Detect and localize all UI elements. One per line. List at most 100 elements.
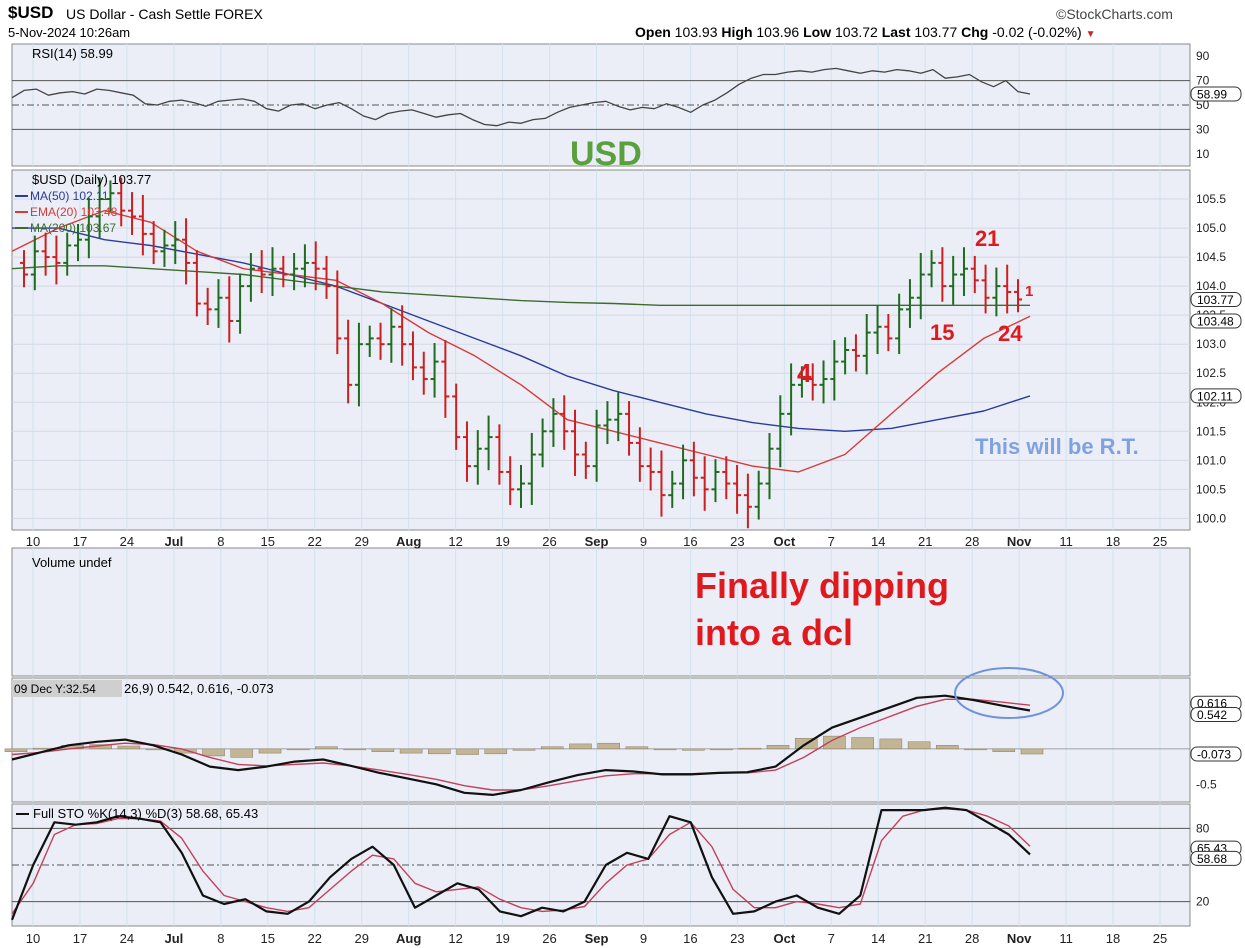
macd-histogram-bar (512, 748, 536, 751)
chg-value: -0.02 (-0.02%) (992, 24, 1082, 40)
quote-bar: Open 103.93 High 103.96 Low 103.72 Last … (635, 24, 1096, 40)
price-tick-label: 102.5 (1196, 366, 1226, 380)
macd-histogram-bar (117, 745, 141, 750)
x-tick-label: 26 (542, 534, 556, 549)
macd-value-tag: 0.542 (1197, 708, 1227, 722)
macd-histogram-bar (625, 746, 649, 750)
macd-histogram-bar (653, 748, 677, 751)
macd-histogram-bar (230, 748, 254, 758)
cycle-label-1: 1 (1025, 283, 1033, 300)
x-tick-label: 29 (354, 534, 368, 549)
x-tick-label: 17 (73, 534, 87, 549)
macd-histogram-bar (1020, 748, 1044, 755)
x-tick-label: 15 (261, 931, 275, 946)
x-tick-label: 8 (217, 931, 224, 946)
x-tick-label: 10 (26, 931, 40, 946)
panel-price (11, 169, 1191, 531)
overlay-ma200 (11, 265, 1030, 306)
sto-k-tag-box (1190, 850, 1242, 866)
rsi-tick-label: 70 (1196, 74, 1210, 88)
x-tick-label: 9 (640, 534, 647, 549)
rsi-legend: RSI(14) 58.99 (32, 46, 113, 61)
ema20-tag: 103.48 (1197, 314, 1234, 328)
price-tick-label: 100.0 (1196, 511, 1226, 525)
price-tick-label: 105.5 (1196, 192, 1226, 206)
rt-annotation: This will be R.T. (975, 434, 1139, 459)
price-tick-label: 103.0 (1196, 337, 1226, 351)
dcl-annotation-line1: Finally dipping (695, 565, 949, 606)
macd-histogram-bar (540, 746, 564, 750)
x-tick-label: 12 (448, 931, 462, 946)
macd-histogram-bar (597, 742, 620, 750)
x-tick-label: Jul (164, 931, 183, 946)
macd-histogram-bar (456, 748, 479, 755)
x-tick-label: 24 (120, 534, 134, 549)
price-tick-label: 101.0 (1196, 453, 1226, 467)
macd-tick-label: -0.5 (1196, 777, 1217, 791)
x-tick-label: 22 (308, 931, 322, 946)
ma50-tag-box (1190, 388, 1242, 404)
chg-label: Chg (961, 24, 989, 40)
volume-legend: Volume undef (32, 555, 112, 570)
overlay-legend: EMA(20) 103.48 (30, 205, 118, 219)
macd-histogram-bar (879, 738, 903, 750)
x-tick-label: 23 (730, 931, 744, 946)
sto-k-line (10, 806, 1031, 921)
x-tick-label: 8 (217, 534, 224, 549)
x-tick-label: 18 (1106, 931, 1120, 946)
x-tick-label: 19 (495, 534, 509, 549)
low-value: 103.72 (835, 24, 878, 40)
x-tick-label: Aug (396, 534, 421, 549)
x-tick-label: Oct (773, 931, 795, 946)
sto-legend: Full STO %K(14,3) %D(3) 58.68, 65.43 (33, 806, 258, 821)
macd-histogram-bar (766, 745, 790, 750)
last-label: Last (881, 24, 911, 40)
rsi-tick-label: 10 (1196, 147, 1210, 161)
price-tick-label: 104.0 (1196, 279, 1226, 293)
cursor-label: 09 Dec Y:32.54 (14, 682, 96, 696)
brand-label: ©StockCharts.com (1056, 6, 1173, 22)
macd-histogram-bar (936, 745, 959, 750)
x-tick-label: 19 (495, 931, 509, 946)
ema20-tag-box (1190, 313, 1242, 329)
cycle-label-21: 21 (975, 226, 999, 251)
macd-histogram-bar (202, 748, 225, 757)
price-tick-label: 104.5 (1196, 250, 1226, 264)
sto-k-tag: 58.68 (1197, 852, 1227, 866)
x-tick-label: Sep (585, 534, 609, 549)
x-tick-label: 29 (354, 931, 368, 946)
rsi-tick-label: 30 (1196, 122, 1210, 136)
macd-histogram-bar (851, 737, 874, 750)
price-tick-label: 100.5 (1196, 482, 1226, 496)
macd-hist-tag: -0.073 (1197, 748, 1231, 762)
x-tick-label: 14 (871, 534, 885, 549)
x-tick-label: 7 (828, 534, 835, 549)
x-tick-label: 21 (918, 534, 932, 549)
x-tick-label: 10 (26, 534, 40, 549)
high-value: 103.96 (756, 24, 800, 40)
cycle-label-4: 4 (797, 358, 812, 388)
x-tick-label: 26 (542, 931, 556, 946)
rsi-tick-label: 90 (1196, 49, 1210, 63)
x-tick-label: 21 (918, 931, 932, 946)
cycle-label-15: 15 (930, 320, 954, 345)
last-price-tag-box (1190, 291, 1242, 307)
x-tick-label: Nov (1007, 931, 1032, 946)
open-label: Open (635, 24, 671, 40)
rsi-line (11, 67, 1031, 127)
macd-circle-annotation (954, 667, 1064, 719)
macd-histogram-bar (569, 743, 592, 750)
usd-annotation: USD (570, 135, 642, 173)
x-tick-label: 16 (683, 534, 697, 549)
macd-histogram-bar (682, 748, 705, 751)
x-tick-label: 9 (640, 931, 647, 946)
price-tick-label: 105.0 (1196, 221, 1226, 235)
x-tick-label: 18 (1106, 534, 1120, 549)
x-tick-label: Jul (164, 534, 183, 549)
x-tick-label: 11 (1059, 534, 1073, 549)
sto-tick-label: 20 (1196, 895, 1210, 909)
last-value: 103.77 (914, 24, 958, 40)
overlay-legend: MA(50) 102.11 (30, 189, 109, 203)
overlay-ma50 (12, 227, 1031, 432)
